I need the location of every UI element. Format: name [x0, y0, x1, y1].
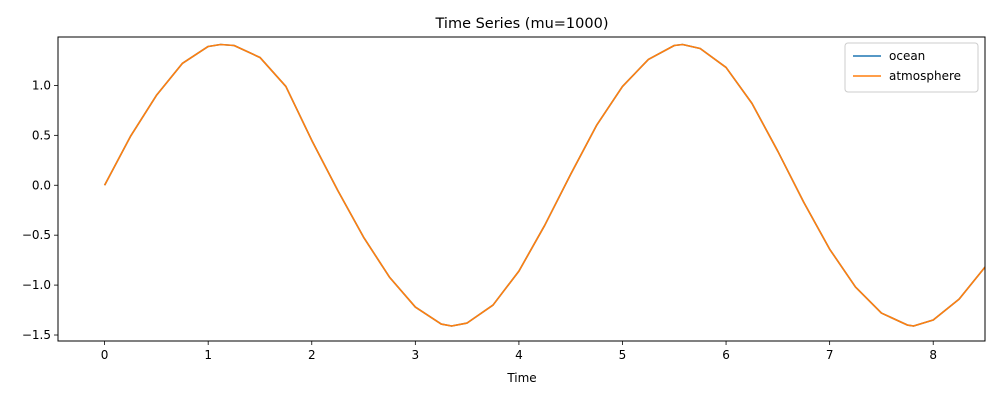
y-tick-label: −1.0	[22, 278, 51, 292]
y-tick-label: 0.5	[32, 128, 51, 142]
x-axis-label: Time	[506, 371, 536, 385]
x-tick-label: 0	[101, 348, 109, 362]
y-tick-label: −0.5	[22, 228, 51, 242]
axis-ticks: 0 1 2 3 4 5 6 7 8 −1.5 −1.0 −0.5 0.0 0.5 1.0	[22, 78, 937, 362]
x-tick-label: 3	[412, 348, 420, 362]
y-tick-label: 0.0	[32, 178, 51, 192]
legend-label-ocean: ocean	[889, 49, 925, 63]
legend: ocean atmosphere	[844, 42, 979, 93]
x-tick-label: 6	[722, 348, 730, 362]
x-tick-label: 1	[204, 348, 212, 362]
x-tick-label: 2	[308, 348, 316, 362]
legend-label-atmosphere: atmosphere	[889, 69, 961, 83]
series-line-atmosphere	[103, 43, 985, 327]
chart-title: Time Series (mu=1000)	[435, 16, 609, 32]
x-tick-label: 4	[515, 348, 523, 362]
x-tick-label: 5	[619, 348, 627, 362]
y-tick-label: 1.0	[32, 78, 51, 92]
x-tick-label: 7	[826, 348, 834, 362]
y-tick-label: −1.5	[22, 328, 51, 342]
plot-area	[103, 43, 985, 327]
plot-frame	[57, 36, 986, 342]
x-tick-label: 8	[929, 348, 937, 362]
